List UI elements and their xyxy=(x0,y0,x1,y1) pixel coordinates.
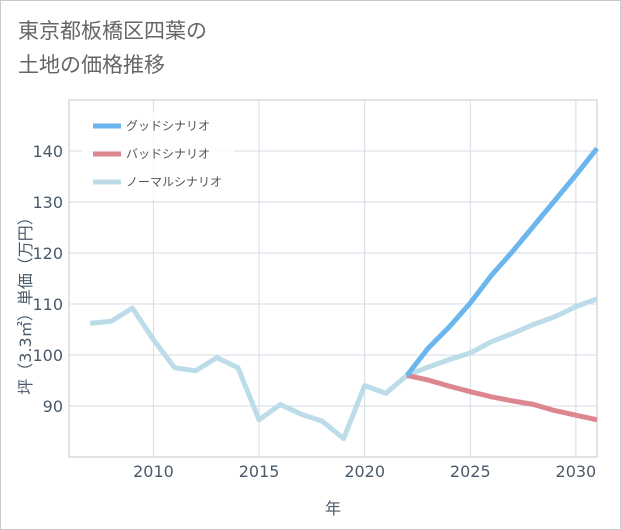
tick-labels: 2010 2015 2020 2025 2030 90 100 110 120 130 140 xyxy=(32,142,596,481)
x-axis-label: 年 xyxy=(325,499,341,518)
series-lines xyxy=(89,146,599,442)
legend-entry-label: ノーマルシナリオ xyxy=(126,175,222,189)
series-line-1 xyxy=(404,146,599,377)
series-line-3 xyxy=(89,296,598,442)
x-tick-label: 2025 xyxy=(450,462,491,481)
series-line-2 xyxy=(406,372,598,423)
y-tick-label: 130 xyxy=(32,193,63,212)
y-tick-label: 100 xyxy=(32,346,63,365)
chart-title-line-2: 土地の価格推移 xyxy=(18,53,165,77)
y-tick-label: 90 xyxy=(43,397,63,416)
chart-title: 東京都板橋区四葉の 土地の価格推移 xyxy=(18,14,207,82)
y-tick-label: 120 xyxy=(32,244,63,263)
x-tick-label: 2010 xyxy=(133,462,174,481)
x-tick-label: 2020 xyxy=(344,462,385,481)
x-tick-label: 2015 xyxy=(239,462,280,481)
chart-title-line-1: 東京都板橋区四葉の xyxy=(18,19,207,43)
y-tick-label: 140 xyxy=(32,142,63,161)
y-axis-label: 坪（3.3㎡）単価（万円） xyxy=(16,209,35,394)
plot-area xyxy=(68,99,598,458)
y-tick-label: 110 xyxy=(32,295,63,314)
legend-entry-label: グッドシナリオ xyxy=(126,119,210,133)
x-tick-label: 2030 xyxy=(556,462,597,481)
legend-entry-label: バッドシナリオ xyxy=(126,147,210,161)
